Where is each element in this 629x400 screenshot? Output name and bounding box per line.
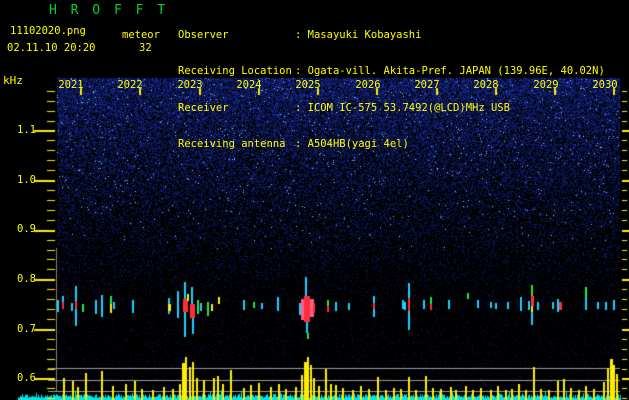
time-tick-label: 2027	[414, 79, 440, 91]
time-tick-label: 2021	[58, 79, 84, 91]
info-value: A504HB(yagi 4el)	[307, 138, 409, 151]
freq-tick-label: 1.0	[17, 174, 36, 186]
info-label: Receiving Location	[178, 65, 292, 78]
time-tick-label: 2030	[592, 79, 618, 91]
time-tick-label: 2023	[177, 79, 203, 91]
info-separator: :	[295, 65, 308, 78]
info-label: Observer	[178, 29, 229, 41]
time-tick-label: 2026	[355, 79, 381, 91]
echo-count: 32	[139, 42, 152, 54]
info-row-location: Receiving Location: Ogata-vill. Akita-Pr…	[178, 65, 605, 77]
info-label: Receiver	[178, 101, 229, 114]
freq-tick-label: 0.6	[17, 372, 36, 384]
info-row-receiver: Receiver: ICOM IC-575 53.7492(@LCD)MHz U…	[178, 102, 605, 114]
info-row-observer: Observer: Masayuki Kobayashi	[178, 29, 605, 41]
mode-label: meteor	[122, 29, 160, 41]
freq-tick-label: 1.1	[17, 124, 36, 136]
time-tick-label: 2025	[295, 79, 321, 91]
freq-tick-label: 0.9	[17, 223, 36, 235]
datetime-label: 02.11.10 20:20	[7, 42, 96, 54]
time-tick-label: 2029	[533, 79, 559, 91]
output-filename: 11102020.png	[10, 25, 86, 37]
info-value: Ogata-vill. Akita-Pref. JAPAN (139.96E, …	[307, 65, 605, 78]
info-label: Receiving antenna	[178, 138, 286, 151]
info-value: ICOM IC-575 53.7492(@LCD)MHz USB	[307, 101, 510, 114]
y-axis-unit: kHz	[3, 74, 23, 87]
app-title: H R O F F T	[49, 3, 169, 18]
time-tick-label: 2022	[117, 79, 143, 91]
freq-tick-label: 0.8	[17, 273, 36, 285]
info-value: Masayuki Kobayashi	[307, 29, 422, 41]
station-info: Observer: Masayuki Kobayashi Receiving L…	[178, 5, 605, 175]
time-tick-label: 2028	[473, 79, 499, 91]
info-row-antenna: Receiving antenna: A504HB(yagi 4el)	[178, 138, 605, 150]
freq-tick-label: 0.7	[17, 323, 36, 335]
info-separator: :	[295, 101, 308, 114]
info-separator: :	[295, 138, 308, 151]
info-separator: :	[295, 29, 308, 41]
time-tick-label: 2024	[236, 79, 262, 91]
